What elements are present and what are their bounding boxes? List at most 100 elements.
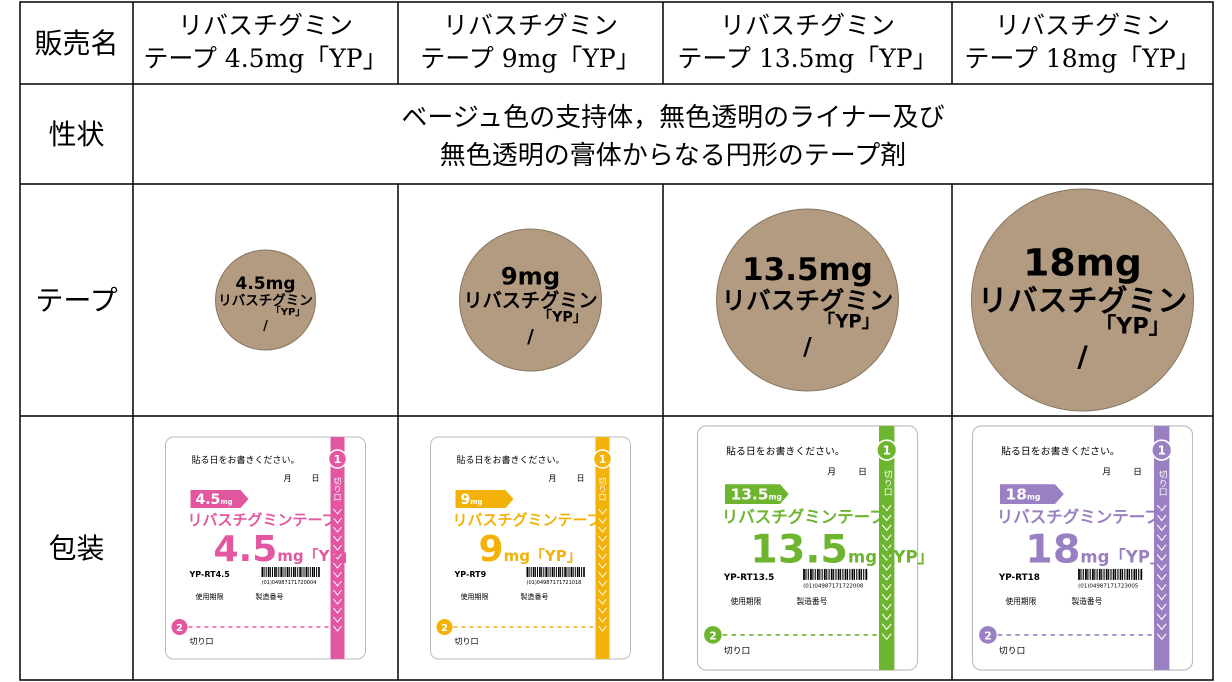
step-badge [1150,439,1173,461]
barcode-bar [303,567,305,577]
barcode-bar [526,567,529,577]
barcode-bar [528,567,530,577]
barcode-bar [1135,568,1137,580]
product-name: テープ 13.5mg「YP」 [677,44,937,73]
tear-arrow [333,571,342,578]
cut-label-vertical: 切り口 [882,470,892,497]
expiry-label: 使用期限 [731,596,762,606]
product-name: テープ 18mg「YP」 [964,44,1200,73]
product-code: YP-RT9 [454,570,487,579]
barcode-bar [541,567,543,577]
tear-arrow [1156,504,1167,512]
tear-arrow [881,613,892,621]
table-border [19,1,1214,681]
barcode-bar [830,568,833,580]
barcode-bar [803,568,805,580]
product-code: YP-RT4.5 [189,570,231,579]
barcode-bar [851,568,854,580]
tear-arrow [333,535,342,542]
tear-arrow [881,603,892,611]
cut-label-vertical: 切り口 [1157,470,1167,497]
step-badge [436,619,453,635]
dose-badge-text: 18mg [1006,486,1041,504]
tear-arrow [333,625,342,632]
barcode-bar [316,567,318,577]
step-badge [327,449,348,469]
barcode-bar [318,567,320,577]
tear-arrow [333,580,342,587]
big-number: 18 [1025,526,1080,572]
barcode-bar [549,567,551,577]
package-dose: 4.5mg「YP」 [214,529,356,570]
barcode-bar [545,567,547,577]
step-number: 1 [334,453,342,466]
tear-arrow [598,562,607,569]
barcode-bar [570,567,573,577]
tape-mark: / [527,327,534,348]
barcode-bar [1078,568,1080,580]
barcode-bar [574,567,576,577]
barcode-bar [1115,568,1117,580]
tear-arrow [598,589,607,596]
barcode-bar [856,568,858,580]
row-label: 包装 [48,532,104,565]
big-number: 4.5 [214,529,278,570]
big-number: 9 [479,529,504,570]
instruction: 貼る日をお書きください。 [1001,445,1120,458]
product-name: リバスチグミン [720,11,895,40]
tape [459,228,602,372]
tear-arrow [598,598,607,605]
tape-brand: 「YP」 [817,310,880,332]
day: 日 [577,474,585,483]
package-dose: 18mg「YP」 [1025,526,1166,572]
step-badge [704,626,722,644]
tape-dose: 18mg [1023,241,1142,285]
step-number: 2 [176,623,183,634]
badge-number: 4.5 [196,492,221,508]
dose-badge-text: 9mg [461,492,483,508]
barcode-bar [581,567,583,577]
tear-arrow [598,553,607,560]
product-name: テープ 9mg「YP」 [420,44,640,73]
tear-arrow [333,607,342,614]
tear-arrow [1156,554,1167,561]
tear-arrow [1156,623,1167,631]
tear-arrow [333,616,342,623]
barcode-bar [261,567,264,577]
tear-arrow [1156,514,1167,522]
package-title: リバスチグミンテープ [453,511,603,529]
tape-brand: 「YP」 [538,308,587,325]
step-number: 1 [599,453,607,466]
badge-number: 18 [1006,486,1027,504]
barcode-bar [263,567,265,577]
barcode-bar [842,568,844,580]
barcode-bar [833,568,835,580]
step-number: 1 [1157,444,1165,458]
barcode-bar [814,568,816,580]
barcode-bar [1140,568,1143,580]
barcode-bar [821,568,823,580]
tear-arrow [333,508,342,515]
tear-arrow [333,553,342,560]
tear-arrow [1156,593,1167,601]
tear-strip [1154,425,1170,671]
tear-arrow [881,633,892,641]
tape-mark: / [803,333,812,361]
tear-arrow [881,554,892,561]
step-badge [171,619,188,635]
big-unit: mg「YP」 [848,546,934,566]
barcode-bar [530,567,532,577]
barcode-bar [840,568,842,580]
tape-dose: 4.5mg [236,274,296,294]
cut-label: 切り口 [999,646,1025,657]
big-unit: mg「YP」 [504,547,582,565]
barcode-bar [305,567,308,577]
tape-brand: 「YP」 [271,305,306,318]
step-number: 2 [441,623,448,634]
tear-arrow [881,534,892,542]
tear-arrow [881,544,892,552]
barcode-bar [286,567,289,577]
barcode-bar [309,567,311,577]
